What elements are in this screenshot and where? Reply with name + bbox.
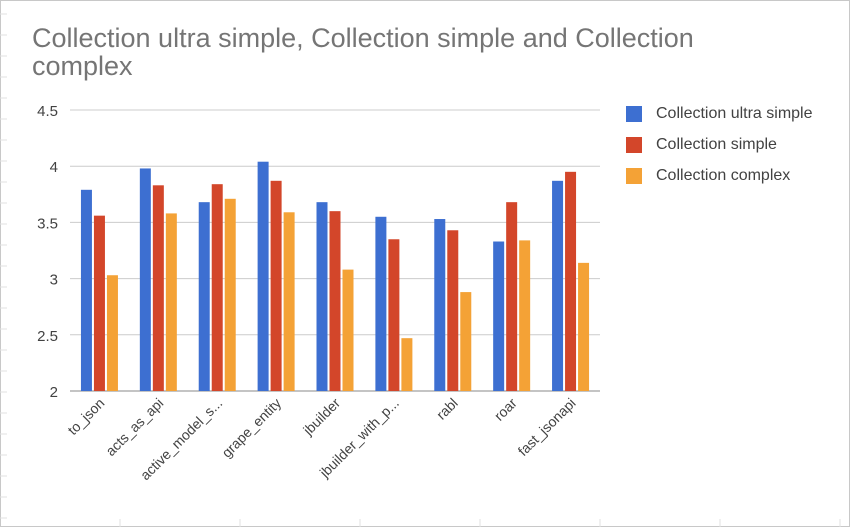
bar xyxy=(106,275,118,391)
legend-label: Collection complex xyxy=(656,166,791,184)
bar xyxy=(329,211,341,391)
bar xyxy=(342,269,354,391)
chart-title: Collection ultra simple, Collection simp… xyxy=(32,23,694,81)
x-tick-label: acts_as_api xyxy=(102,395,166,459)
y-tick-label: 4 xyxy=(50,159,58,176)
bar xyxy=(493,241,505,391)
bar xyxy=(565,171,577,391)
legend-swatch xyxy=(626,105,642,122)
bar xyxy=(165,213,177,391)
y-tick-label: 3 xyxy=(50,272,58,289)
bar xyxy=(270,180,282,391)
bar xyxy=(224,198,236,391)
x-tick-label: jbuilder xyxy=(299,395,343,439)
x-tick-label: rabl xyxy=(433,395,461,423)
bar xyxy=(460,292,472,391)
bar xyxy=(401,338,413,391)
bar xyxy=(93,215,105,391)
bar xyxy=(139,168,151,391)
bar xyxy=(283,212,295,391)
bar xyxy=(447,230,459,391)
legend-item: Collection ultra simple xyxy=(626,98,813,129)
y-tick-label: 3.5 xyxy=(37,215,58,232)
bar xyxy=(152,185,164,391)
x-tick-label: to_json xyxy=(64,395,107,438)
bar xyxy=(198,202,210,391)
x-tick-label: roar xyxy=(491,395,520,424)
bar xyxy=(80,189,92,391)
x-tick-label: fast_jsonapi xyxy=(515,395,579,459)
y-tick-label: 2 xyxy=(50,384,58,401)
bar xyxy=(519,240,531,391)
y-tick-label: 2.5 xyxy=(37,328,58,345)
legend-item: Collection simple xyxy=(626,129,813,160)
bar xyxy=(257,161,269,391)
bar xyxy=(506,202,518,391)
legend-label: Collection simple xyxy=(656,135,777,153)
y-tick-label: 4.5 xyxy=(37,103,58,120)
bar xyxy=(578,262,590,391)
x-tick-label: grape_entity xyxy=(218,395,284,461)
legend-swatch xyxy=(626,167,642,184)
bar xyxy=(211,184,223,391)
legend-item: Collection complex xyxy=(626,160,813,191)
chart-legend: Collection ultra simple Collection simple… xyxy=(626,98,813,191)
bar xyxy=(316,202,328,391)
bar xyxy=(434,219,446,391)
bar xyxy=(388,239,400,391)
legend-label: Collection ultra simple xyxy=(656,104,813,122)
bar xyxy=(552,180,564,391)
legend-swatch xyxy=(626,136,642,153)
bar xyxy=(375,216,387,391)
